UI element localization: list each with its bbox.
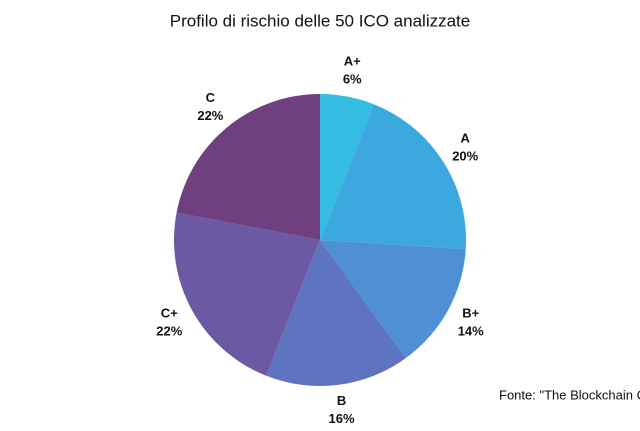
pie-slice [266,240,406,386]
source-note: Fonte: "The Blockchain C [499,387,640,402]
pie-slice [176,93,320,240]
pie-slice [320,94,374,240]
slice-value-label: 22% [156,323,182,338]
slice-label: B+ [462,305,479,320]
slice-label: C+ [161,305,178,320]
pie-slice [320,240,466,359]
slice-label: A [461,130,471,145]
slice-label: B [337,393,346,408]
pie-slice [173,212,320,376]
slice-label: C [206,90,216,105]
slice-value-label: 16% [329,411,355,426]
slice-label: A+ [344,53,361,68]
slice-value-label: 22% [197,108,223,123]
pie-slice [320,104,466,250]
chart-title: Profilo di rischio delle 50 ICO analizza… [170,11,470,30]
slice-value-label: 20% [452,148,478,163]
slice-value-label: 14% [458,323,484,338]
slice-value-label: 6% [343,71,362,86]
